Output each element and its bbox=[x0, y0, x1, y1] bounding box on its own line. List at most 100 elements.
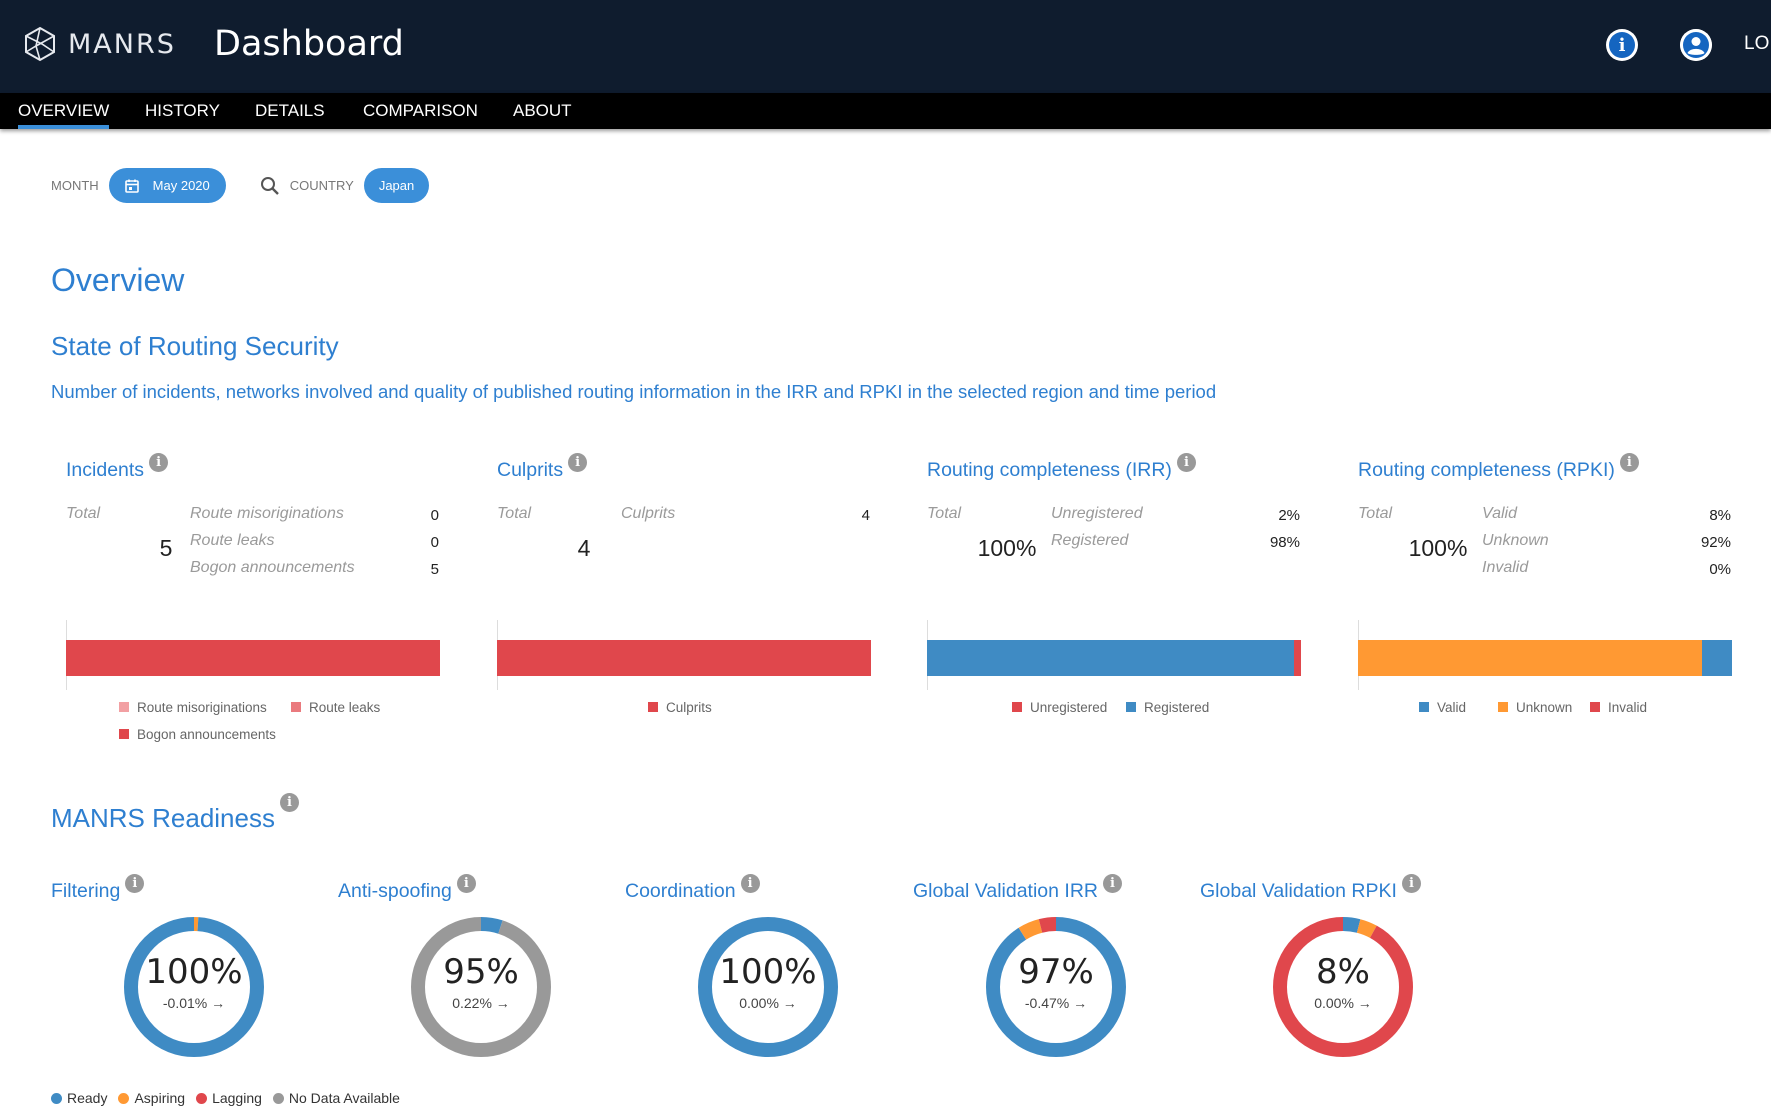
culprits-total: 4 bbox=[577, 535, 591, 561]
donut-change[interactable]: 0.22% → bbox=[408, 995, 554, 1011]
manrs-logo-icon bbox=[25, 26, 55, 62]
legend-swatch bbox=[119, 728, 129, 739]
culprits-title-text: Culprits bbox=[497, 459, 564, 481]
page-title: Dashboard bbox=[214, 24, 404, 64]
unregistered-value: 2% bbox=[1278, 507, 1300, 524]
legend-label[interactable]: Lagging bbox=[212, 1090, 262, 1106]
tab-details[interactable]: DETAILS bbox=[255, 101, 325, 120]
info-icon[interactable]: i bbox=[1102, 874, 1122, 893]
info-icon[interactable]: i bbox=[149, 453, 169, 472]
arrow-right-icon: → bbox=[782, 995, 797, 1011]
incidents-card: Incidents i Total 5 Route misoriginations… bbox=[51, 453, 440, 755]
legend-label[interactable]: No Data Available bbox=[288, 1090, 400, 1106]
culprits-bar bbox=[497, 640, 871, 676]
irr-title-text: Routing completeness (IRR) bbox=[927, 459, 1172, 481]
filtering-donut bbox=[124, 917, 264, 1057]
legend-label[interactable]: Ready bbox=[67, 1090, 108, 1106]
donut-segment bbox=[1273, 917, 1413, 1057]
rpki-title-text: Routing completeness (RPKI) bbox=[1358, 459, 1615, 481]
incidents-title-text: Incidents bbox=[66, 459, 145, 481]
route-misoriginations-value: 0 bbox=[430, 507, 439, 524]
bar-segment[interactable] bbox=[1358, 640, 1703, 676]
bar-segment[interactable] bbox=[1293, 640, 1301, 676]
bar-segment[interactable] bbox=[927, 640, 1294, 676]
info-icon[interactable]: i bbox=[1619, 453, 1639, 472]
account-button[interactable] bbox=[1680, 29, 1712, 61]
donut-segment bbox=[698, 917, 838, 1057]
bar-segment[interactable] bbox=[66, 640, 440, 676]
total-label: Total bbox=[1358, 505, 1393, 522]
legend-item[interactable]: Valid bbox=[1419, 700, 1466, 715]
rpki-title: Routing completeness (RPKI) i bbox=[1358, 453, 1639, 482]
donut-change-value: -0.01% bbox=[162, 995, 208, 1011]
info-icon[interactable]: i bbox=[456, 874, 476, 893]
legend-label: Bogon announcements bbox=[137, 727, 276, 742]
login-link[interactable]: LO bbox=[1744, 33, 1770, 54]
donut-title: Global Validation IRR i bbox=[913, 874, 1122, 903]
tab-history[interactable]: HISTORY bbox=[145, 101, 220, 120]
legend-item[interactable]: Invalid bbox=[1590, 700, 1647, 715]
arrow-right-icon: → bbox=[1073, 995, 1088, 1011]
unknown-value: 92% bbox=[1700, 534, 1731, 551]
donut-title-text: Anti-spoofing bbox=[338, 880, 452, 902]
unknown-label: Unknown bbox=[1482, 532, 1549, 549]
legend-swatch bbox=[1498, 701, 1508, 712]
top-bar: MANRS Dashboard i LO bbox=[0, 0, 1771, 93]
info-icon[interactable]: i bbox=[1176, 453, 1196, 472]
search-icon[interactable] bbox=[260, 176, 280, 196]
donut-percent: 8% bbox=[1316, 952, 1370, 992]
donut-percent: 100% bbox=[145, 952, 243, 992]
incidents-title: Incidents i bbox=[66, 453, 169, 482]
country-picker[interactable]: Japan bbox=[363, 168, 430, 203]
manrs-logo[interactable]: MANRS bbox=[22, 26, 176, 62]
donut-change[interactable]: -0.01% → bbox=[121, 995, 267, 1011]
bar-segment[interactable] bbox=[1702, 640, 1732, 676]
month-value: May 2020 bbox=[152, 178, 210, 193]
readiness-title: MANRS Readinessi bbox=[51, 793, 299, 834]
tab-about[interactable]: ABOUT bbox=[513, 101, 572, 120]
bogon-announcements-label: Bogon announcements bbox=[190, 559, 355, 576]
donut-change[interactable]: 0.00% → bbox=[1270, 995, 1416, 1011]
coordination-donut bbox=[698, 917, 838, 1057]
info-button[interactable]: i bbox=[1606, 29, 1638, 61]
readiness-title-text: MANRS Readiness bbox=[51, 803, 275, 833]
donut-title-text: Global Validation IRR bbox=[913, 880, 1098, 902]
legend-item[interactable]: Bogon announcements bbox=[119, 727, 276, 742]
donut-change-value: 0.00% bbox=[1314, 995, 1354, 1011]
tab-comparison[interactable]: COMPARISON bbox=[363, 101, 478, 120]
rpki-bar bbox=[1358, 640, 1732, 676]
legend-item[interactable]: Route leaks bbox=[291, 700, 380, 715]
anti-spoofing-donut bbox=[411, 917, 551, 1057]
legend-label[interactable]: Aspiring bbox=[134, 1090, 186, 1106]
donut-title-text: Coordination bbox=[625, 880, 736, 902]
info-icon[interactable]: i bbox=[568, 453, 588, 472]
country-label: COUNTRY bbox=[289, 178, 354, 193]
legend-item[interactable]: Unregistered bbox=[1012, 700, 1107, 715]
legend-swatch bbox=[1126, 701, 1136, 712]
info-icon[interactable]: i bbox=[740, 874, 760, 893]
incidents-total: 5 bbox=[159, 535, 173, 561]
routing-security-description: Number of incidents, networks involved a… bbox=[51, 381, 1217, 402]
brand-name: MANRS bbox=[68, 28, 176, 60]
legend-item[interactable]: Culprits bbox=[648, 700, 712, 715]
info-icon[interactable]: i bbox=[1401, 874, 1421, 893]
route-leaks-value: 0 bbox=[430, 534, 439, 551]
legend-item[interactable]: Route misoriginations bbox=[119, 700, 267, 715]
donut-title: Filtering i bbox=[51, 874, 145, 903]
info-icon[interactable]: i bbox=[125, 874, 145, 893]
overview-heading: Overview bbox=[51, 262, 185, 298]
donut-change[interactable]: -0.47% → bbox=[983, 995, 1129, 1011]
legend-item[interactable]: Registered bbox=[1126, 700, 1209, 715]
bar-segment[interactable] bbox=[497, 640, 871, 676]
readiness-coordination: Coordination i 100% 0.00% → bbox=[625, 874, 885, 1070]
month-picker[interactable]: May 2020 bbox=[108, 168, 226, 203]
valid-value: 8% bbox=[1709, 507, 1731, 524]
total-label: Total bbox=[66, 505, 101, 522]
route-misoriginations-label: Route misoriginations bbox=[190, 505, 344, 522]
donut-change[interactable]: 0.00% → bbox=[695, 995, 841, 1011]
info-icon[interactable]: i bbox=[279, 793, 299, 812]
culprits-label: Culprits bbox=[621, 505, 676, 522]
global-validation-rpki-donut bbox=[1273, 917, 1413, 1057]
tab-overview[interactable]: OVERVIEW bbox=[18, 101, 110, 129]
legend-item[interactable]: Unknown bbox=[1498, 700, 1572, 715]
